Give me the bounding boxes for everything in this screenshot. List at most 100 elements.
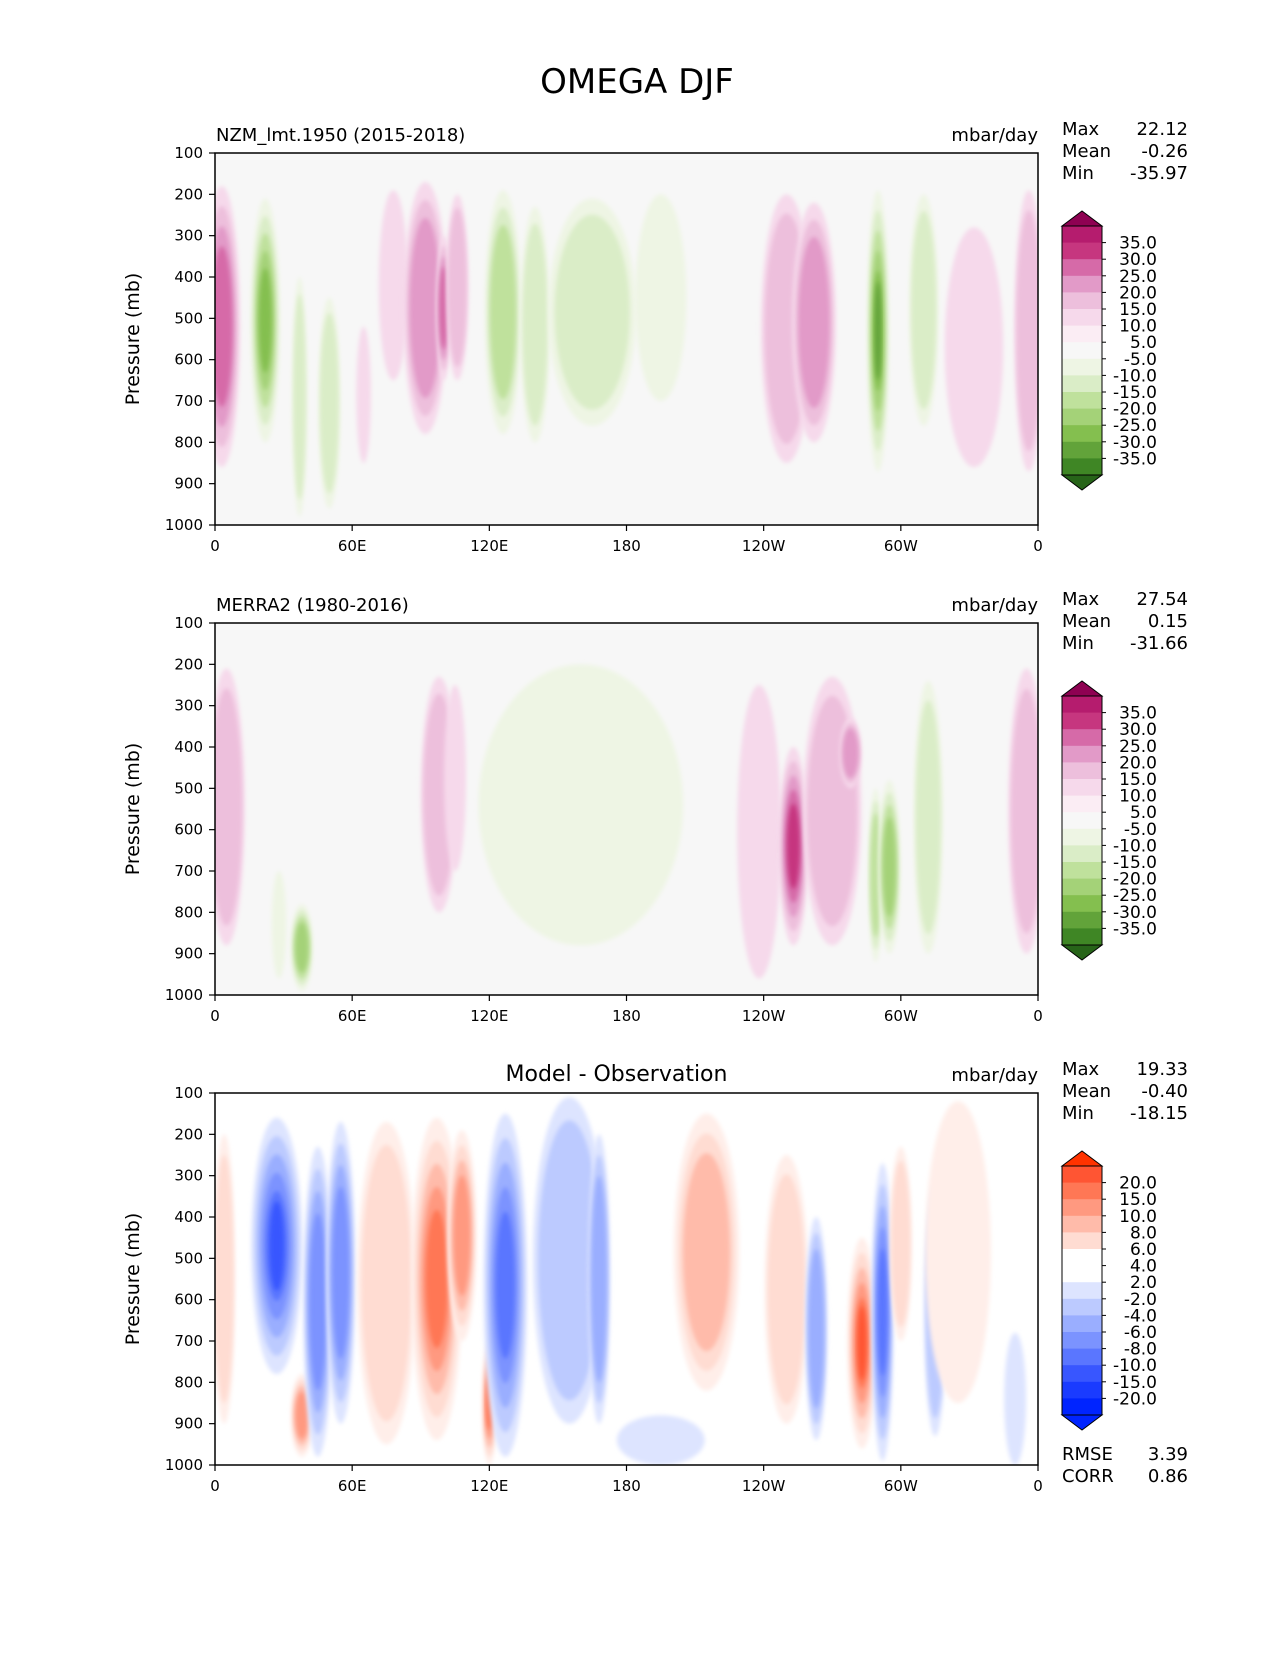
colorbar-label: 15.0 (1119, 300, 1157, 320)
x-tick-label: 60W (884, 537, 918, 555)
y-tick-label: 300 (174, 227, 203, 245)
colorbar-label: 6.0 (1130, 1240, 1157, 1260)
contour-blob (1016, 210, 1038, 452)
contour-blob (808, 1248, 825, 1409)
contour-blob (915, 700, 941, 935)
colorbar-extend-top (1060, 1150, 1104, 1167)
colorbar: 35.030.025.020.015.010.05.0-5.0-10.0-15.… (1060, 210, 1157, 491)
colorbar-segment (1062, 259, 1102, 277)
colorbar-segment (1062, 1249, 1102, 1267)
stat-label: Min (1062, 163, 1094, 184)
colorbar-segment (1062, 342, 1102, 360)
contour-blob (925, 1101, 991, 1403)
panel-1: 0 60E 120E 180 120W 60W 0 100 200 300 400 500 600 700… (122, 119, 1188, 555)
y-tick-label: 700 (174, 862, 203, 880)
stat-label: Min (1062, 1103, 1094, 1124)
contour-field (215, 181, 1038, 517)
panel-title: Model - Observation (506, 1062, 728, 1087)
contour-blob (874, 281, 882, 380)
contour-blob (537, 1120, 601, 1401)
x-tick-label: 120E (470, 537, 508, 555)
colorbar-segment (1062, 812, 1102, 830)
contour-blob (447, 207, 467, 368)
colorbar-segment (1062, 712, 1102, 730)
contour-blob (495, 1211, 515, 1359)
panel-3: 0 60E 120E 180 120W 60W 0 100 200 300 400 500 600 700… (122, 1059, 1188, 1495)
colorbar-label: -35.0 (1113, 449, 1157, 469)
contour-blob (453, 1175, 471, 1296)
colorbar-segment (1062, 1365, 1102, 1383)
colorbar-label: 5.0 (1130, 803, 1157, 823)
x-tick-label: 60W (884, 1007, 918, 1025)
colorbar-segment (1062, 1381, 1102, 1399)
contour-blob (883, 817, 896, 917)
colorbar-segment (1062, 729, 1102, 747)
contour-blob (271, 871, 287, 979)
colorbar-segment (1062, 696, 1102, 714)
contour-blob (842, 728, 859, 779)
y-tick-label: 500 (174, 1249, 203, 1267)
contour-blob (891, 1160, 911, 1328)
y-tick-label: 1000 (165, 516, 203, 534)
colorbar-frame (1061, 695, 1103, 946)
x-tick-label: 180 (612, 1007, 641, 1025)
y-axis-label: Pressure (mb) (122, 743, 144, 876)
colorbar-label: -30.0 (1113, 903, 1157, 923)
units-label: mbar/day (951, 125, 1038, 146)
stat-label: CORR (1062, 1466, 1114, 1487)
y-tick-label: 100 (174, 1084, 203, 1102)
colorbar-label: 15.0 (1119, 770, 1157, 790)
colorbar-label: -10.0 (1113, 836, 1157, 856)
y-tick-label: 700 (174, 392, 203, 410)
contour-blob (870, 813, 881, 938)
stat-label: Max (1062, 589, 1100, 610)
colorbar-segment (1062, 895, 1102, 913)
contour-blob (378, 190, 408, 381)
colorbar-segment (1062, 392, 1102, 410)
stat-value: -31.66 (1130, 633, 1188, 654)
stat-label: Max (1062, 119, 1100, 140)
x-tick-label: 180 (612, 537, 641, 555)
colorbar-segment (1062, 1232, 1102, 1250)
contour-blob (425, 1209, 448, 1349)
y-tick-label: 600 (174, 1291, 203, 1309)
colorbar-segment (1062, 1332, 1102, 1350)
contour-blob (737, 685, 782, 979)
y-tick-label: 300 (174, 697, 203, 715)
colorbar-segment (1062, 862, 1102, 880)
x-tick-label: 120E (470, 1477, 508, 1495)
colorbar-segment (1062, 1315, 1102, 1333)
panel-title: NZM_lmt.1950 (2015-2018) (216, 125, 465, 146)
colorbar-segment (1062, 762, 1102, 780)
colorbar-frame (1061, 1165, 1103, 1416)
x-tick-label: 120W (742, 1477, 786, 1495)
x-tick-label: 0 (210, 537, 220, 555)
colorbar-segment (1062, 795, 1102, 813)
colorbar-label: 35.0 (1119, 704, 1157, 724)
contour-blob (295, 922, 309, 973)
stat-value: -0.40 (1141, 1081, 1188, 1102)
contour-blob (682, 1153, 731, 1352)
colorbar-segment (1062, 309, 1102, 327)
contour-field (215, 1097, 1027, 1465)
stat-value: 0.86 (1148, 1466, 1188, 1487)
colorbar-segment (1062, 878, 1102, 896)
colorbar-label: -5.0 (1124, 350, 1157, 370)
colorbar-label: 4.0 (1130, 1257, 1157, 1277)
contour-blob (319, 312, 339, 494)
y-tick-label: 600 (174, 821, 203, 839)
stat-value: 0.15 (1148, 611, 1188, 632)
colorbar-label: -5.0 (1124, 820, 1157, 840)
colorbar-label: 25.0 (1119, 267, 1157, 287)
colorbar-label: 15.0 (1119, 1190, 1157, 1210)
colorbar-segment (1062, 1398, 1102, 1416)
colorbar-label: -10.0 (1113, 1356, 1157, 1376)
contour-blob (591, 1175, 607, 1383)
colorbar-label: -2.0 (1124, 1290, 1157, 1310)
contour-blob (361, 1144, 412, 1422)
colorbar-segment (1062, 275, 1102, 293)
contour-blob (489, 225, 517, 400)
colorbar-segment (1062, 1199, 1102, 1217)
x-tick-label: 60E (338, 1477, 367, 1495)
